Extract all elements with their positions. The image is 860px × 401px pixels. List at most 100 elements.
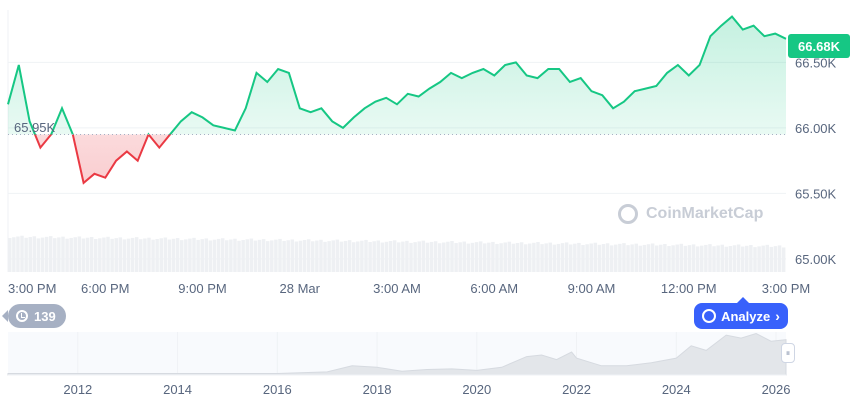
volume-bar [470,242,475,272]
volume-bar [622,243,626,272]
volume-bar [147,237,151,272]
volume-bar [229,239,233,272]
volume-bar [638,245,643,272]
volume-bar [482,243,487,272]
chevron-right-icon: › [775,308,780,324]
volume-bar [196,239,200,272]
volume-bar [667,246,671,272]
volume-bar [728,246,733,272]
volume-bar [388,241,393,272]
volume-bar [233,238,237,272]
volume-bar [503,242,507,272]
volume-bar [36,238,41,272]
volume-bar [720,244,724,272]
volume-bar [130,237,135,272]
volume-bar [114,238,118,272]
volume-bar [708,244,712,272]
volume-bar [495,243,499,272]
volume-bar [20,235,24,272]
volume-bar [347,240,352,272]
volume-bar [40,237,45,272]
volume-bar [32,236,37,272]
volume-bars [8,235,786,272]
history-badge[interactable]: 139 [2,304,66,328]
volume-bar [179,240,184,272]
volume-bar [732,245,737,272]
volume-bar [57,237,61,272]
volume-bar [409,242,413,272]
volume-bar [474,242,479,272]
volume-bar [175,238,180,272]
volume-bar [28,237,32,272]
volume-bar [270,240,274,272]
volume-bar [679,243,684,272]
volume-bar [466,243,471,272]
volume-bar [532,242,536,272]
volume-bar [478,241,483,272]
navigator-area [7,332,787,376]
volume-bar [536,242,540,272]
volume-bar [626,245,630,272]
volume-bar [695,246,700,272]
volume-bar [98,238,102,272]
volume-bar [241,240,245,272]
navigator-axis: 2012 2014 2016 2018 2020 2022 2024 2026 [63,382,790,397]
volume-bar [253,240,258,272]
volume-bar [77,236,82,272]
volume-bar [265,241,270,272]
volume-bar [290,239,295,272]
analyze-button[interactable]: Analyze › [694,297,788,329]
volume-bar [16,236,20,272]
volume-bar [671,245,675,272]
navigator-tick-label: 2012 [63,382,92,397]
volume-bar [683,245,688,272]
volume-bar [208,240,213,272]
history-badge-count: 139 [34,308,56,324]
volume-bar [220,238,225,272]
price-series [7,15,787,185]
clock-icon [16,310,28,322]
navigator-tick-label: 2022 [562,382,591,397]
volume-bar [421,240,426,272]
navigator-chart[interactable] [7,332,787,376]
volume-bar [659,244,663,272]
x-tick-label: 28 Mar [280,281,321,296]
navigator-tick-label: 2024 [662,382,691,397]
volume-bar [257,239,262,272]
volume-bar [749,245,753,272]
x-axis: 3:00 PM 6:00 PM 9:00 PM 28 Mar 3:00 AM 6:00 A… [8,281,810,296]
volume-bar [73,237,78,272]
y-tick-label: 66.00K [795,121,837,136]
volume-bar [200,239,204,272]
volume-bar [392,240,397,272]
coinmarketcap-logo-icon [618,204,638,224]
volume-bar [577,242,581,272]
volume-bar [249,238,254,272]
volume-bar [118,237,123,272]
volume-bar [548,242,552,272]
volume-bar [69,237,73,272]
navigator-handle[interactable]: ⏸ [781,343,795,363]
analyze-button-label: Analyze [721,308,771,324]
volume-bar [437,243,442,272]
x-tick-label: 3:00 AM [373,281,421,296]
volume-bar [48,236,53,272]
volume-bar [323,241,327,272]
volume-bar [126,238,131,272]
volume-bar [106,236,110,272]
navigator-tick-label: 2016 [263,382,292,397]
navigator-tick-label: 2026 [762,382,791,397]
volume-bar [605,243,610,272]
volume-bar [368,242,372,272]
volume-bar [442,242,446,272]
volume-bar [740,246,745,272]
volume-bar [528,243,532,272]
volume-bar [397,242,401,272]
volume-bar [122,239,127,272]
volume-bar [700,245,704,272]
volume-bar [736,244,741,272]
volume-bar [356,241,360,272]
volume-bar [781,247,786,272]
volume-bar [716,245,720,272]
